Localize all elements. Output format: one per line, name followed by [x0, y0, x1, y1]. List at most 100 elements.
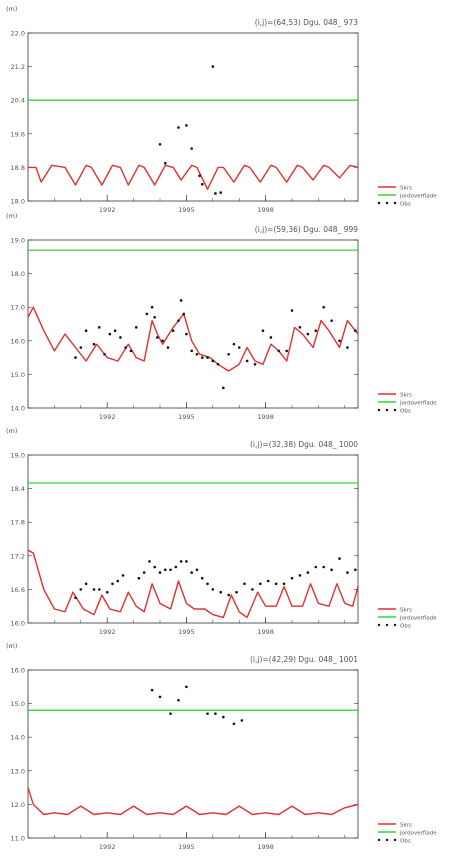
obs-point: [185, 685, 188, 689]
obs-point: [171, 329, 175, 333]
obs-point: [153, 565, 157, 569]
legend-label: Skrs: [400, 607, 412, 613]
legend-swatch-obs: [385, 408, 389, 412]
obs-point: [322, 305, 325, 309]
unit-label: (m): [6, 5, 17, 13]
obs-point: [190, 571, 193, 574]
series-line-skrs: [28, 164, 359, 190]
chart-title: (i,j)=(42,29) Dgu. 048_ 1001: [250, 655, 358, 664]
obs-point: [240, 719, 244, 722]
legend-swatch-obs: [385, 623, 389, 627]
obs-point: [235, 590, 238, 594]
chart-title: (i,j)=(64,53) Dgu. 048_ 973: [255, 18, 358, 27]
obs-point: [97, 326, 101, 329]
y-tick-label: 17.8: [11, 519, 25, 527]
y-tick-label: 18.8: [11, 164, 25, 172]
obs-point: [108, 332, 112, 336]
plot-frame: [27, 454, 359, 624]
obs-point: [322, 565, 325, 569]
obs-point: [129, 349, 133, 353]
obs-point: [338, 557, 341, 560]
obs-point: [253, 363, 257, 366]
obs-point: [261, 329, 265, 333]
obs-point: [158, 143, 162, 146]
y-tick-label: 20.4: [11, 97, 25, 105]
unit-label: (m): [6, 212, 17, 220]
x-tick-label: 1995: [178, 628, 195, 636]
obs-point: [169, 568, 172, 572]
obs-point: [111, 582, 114, 586]
obs-point: [214, 192, 217, 195]
obs-point: [150, 688, 154, 692]
legend: Skrs Jordoverflade Obs: [377, 607, 437, 629]
y-tick-label: 15.0: [11, 700, 25, 708]
obs-point: [158, 695, 162, 699]
obs-point: [277, 349, 281, 353]
x-tick-label: 1992: [99, 413, 116, 421]
obs-point: [219, 590, 223, 594]
obs-point: [214, 712, 217, 715]
y-tick-label: 11.0: [11, 835, 25, 843]
obs-point: [298, 574, 302, 577]
legend-swatch-obs: [393, 623, 397, 627]
obs-point: [92, 588, 96, 591]
y-tick-label: 16.0: [11, 337, 25, 345]
obs-point: [211, 359, 215, 363]
obs-point: [158, 571, 162, 574]
obs-point: [179, 299, 183, 302]
obs-point: [156, 336, 159, 339]
legend-swatch-obs: [377, 838, 381, 842]
obs-point: [330, 319, 333, 322]
chart-title: (i,j)=(32,38) Dgu. 048_ 1000: [250, 440, 358, 449]
legend-label: Jordoverflade: [399, 400, 437, 406]
obs-point: [306, 571, 310, 574]
series-line-skrs: [27, 549, 359, 619]
x-tick-label: 1992: [99, 206, 116, 214]
obs-point: [232, 342, 236, 346]
y-tick-label: 15.0: [11, 371, 25, 379]
obs-point: [163, 161, 167, 165]
obs-point: [163, 568, 167, 572]
legend-label: Obs: [400, 838, 411, 844]
legend-swatch-obs: [377, 623, 381, 627]
legend-swatch-obs: [385, 838, 389, 842]
obs-point: [306, 332, 310, 336]
legend-label: Skrs: [400, 185, 412, 191]
obs-point: [177, 698, 180, 702]
obs-point: [84, 329, 88, 333]
obs-point: [190, 147, 193, 150]
obs-point: [190, 349, 193, 353]
obs-point: [185, 560, 188, 563]
obs-point: [206, 356, 209, 359]
legend-label: Skrs: [400, 392, 412, 398]
legend-label: Obs: [400, 201, 411, 207]
obs-point: [354, 329, 357, 333]
legend-swatch-obs: [385, 201, 389, 205]
obs-point: [185, 124, 188, 127]
obs-point: [116, 579, 120, 583]
x-tick-label: 1995: [178, 206, 195, 214]
obs-point: [222, 386, 225, 390]
y-tick-label: 16.0: [11, 667, 25, 675]
obs-point: [161, 339, 164, 343]
obs-point: [237, 346, 241, 349]
obs-point: [145, 312, 149, 316]
obs-point: [243, 582, 246, 586]
y-tick-label: 19.0: [11, 452, 25, 460]
obs-point: [179, 560, 183, 563]
obs-point: [79, 588, 83, 591]
chart-panel-4: (m) (i,j)=(42,29) Dgu. 048_ 1001 11.0 12.0 1…: [6, 642, 437, 851]
obs-point: [200, 182, 204, 186]
x-tick-label: 1995: [178, 843, 195, 851]
y-tick-label: 22.0: [11, 30, 25, 38]
obs-point: [124, 346, 127, 349]
obs-point: [105, 590, 109, 594]
obs-point: [330, 568, 333, 572]
obs-point: [121, 574, 125, 577]
x-tick-label: 1998: [257, 628, 274, 636]
obs-point: [74, 356, 77, 359]
obs-point: [166, 346, 170, 349]
y-tick-label: 17.0: [11, 304, 25, 312]
x-tick-label: 1995: [178, 413, 195, 421]
